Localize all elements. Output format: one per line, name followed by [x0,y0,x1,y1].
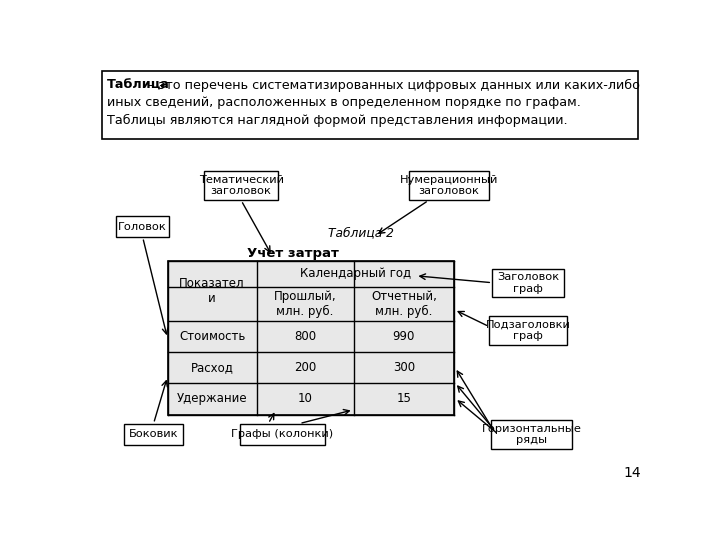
Text: 14: 14 [624,466,642,480]
FancyBboxPatch shape [491,420,572,449]
Text: – это перечень систематизированных цифровых данных или каких-либо: – это перечень систематизированных цифро… [144,79,640,92]
Text: 300: 300 [393,361,415,374]
FancyBboxPatch shape [409,171,489,200]
Text: Графы (колонки): Графы (колонки) [231,429,333,440]
FancyBboxPatch shape [125,423,183,445]
Text: Календарный год: Календарный год [300,267,411,280]
FancyBboxPatch shape [492,269,564,296]
Text: Расход: Расход [191,361,233,374]
Text: Удержание: Удержание [176,393,248,406]
Text: Прошлый,
млн. руб.: Прошлый, млн. руб. [274,290,336,318]
Text: Учет затрат: Учет затрат [247,247,339,260]
Text: иных сведений, расположенных в определенном порядке по графам.: иных сведений, расположенных в определен… [107,96,581,110]
Text: Подзаголовки
граф: Подзаголовки граф [485,320,570,341]
Text: Стоимость: Стоимость [179,330,246,343]
Text: Горизонтальные
ряды: Горизонтальные ряды [482,423,582,445]
Text: 200: 200 [294,361,316,374]
FancyBboxPatch shape [117,215,169,237]
Text: 990: 990 [392,330,415,343]
Text: Заголовок
граф: Заголовок граф [497,272,559,294]
Text: Боковик: Боковик [129,429,179,440]
Text: Показател
и: Показател и [179,277,245,305]
Text: Отчетный,
млн. руб.: Отчетный, млн. руб. [371,290,437,318]
FancyBboxPatch shape [102,71,638,139]
Text: Нумерационный
заголовок: Нумерационный заголовок [400,175,498,197]
Text: 15: 15 [397,393,411,406]
Text: Головок: Головок [118,221,167,232]
FancyBboxPatch shape [168,261,454,415]
FancyBboxPatch shape [489,316,567,345]
Text: 10: 10 [297,393,312,406]
FancyBboxPatch shape [240,423,325,445]
Text: Таблицы являются наглядной формой представления информации.: Таблицы являются наглядной формой предст… [107,114,567,127]
Text: Тематический
заголовок: Тематический заголовок [199,175,284,197]
Text: Таблица 2: Таблица 2 [328,226,394,239]
Text: 800: 800 [294,330,316,343]
FancyBboxPatch shape [204,171,278,200]
Text: Таблица: Таблица [107,79,170,92]
